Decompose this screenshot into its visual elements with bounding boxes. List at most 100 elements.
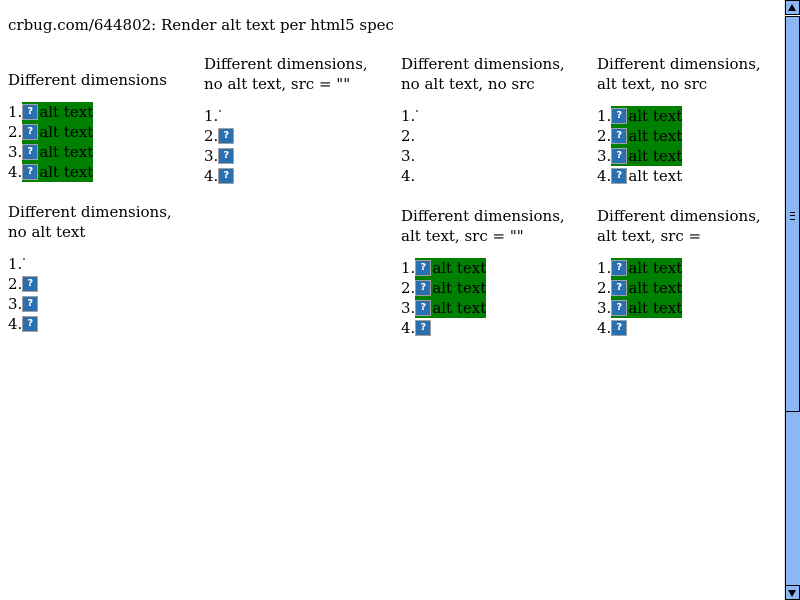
list-item-number: 2.	[8, 275, 23, 293]
list-item-number: 3.	[204, 147, 219, 165]
list-item-number: 1.	[597, 259, 612, 277]
list-item: 2.? alt text	[597, 126, 783, 146]
image-alt-box: ? alt text	[22, 122, 94, 142]
list-item: 3.? alt text	[8, 142, 194, 162]
alt-text: alt text	[432, 299, 487, 317]
section-title: Different dimensions	[8, 71, 167, 89]
list-item-number: 1.	[597, 107, 612, 125]
image-list: 1.? alt text 2.? alt text 3.? alt text 4.?	[401, 258, 587, 338]
vertical-scrollbar[interactable]	[784, 0, 800, 600]
list-item-number: 1.	[8, 255, 23, 273]
image-alt-box: ? alt text	[22, 142, 94, 162]
alt-text: alt text	[628, 147, 683, 165]
section-title: Different dimensions, alt text, no src	[597, 55, 761, 93]
image-alt-box: ? alt text	[415, 298, 487, 318]
image-alt-box: ? alt text	[22, 102, 94, 122]
list-item-number: 1.	[204, 107, 219, 125]
list-item-number: 4.	[204, 167, 219, 185]
alt-text: alt text	[628, 259, 683, 277]
alt-text: alt text	[39, 143, 94, 161]
broken-image-icon: ?	[611, 280, 628, 296]
broken-image-icon: ?	[22, 144, 39, 160]
alt-text: alt text	[628, 127, 683, 145]
image-list: 1.? alt text 2.? alt text 3.? alt text 4.? alt …	[8, 102, 194, 182]
broken-image-icon: ?	[218, 128, 235, 144]
list-item: 3.? alt text	[597, 298, 783, 318]
list-item-number: 4.	[401, 319, 416, 337]
list-item: 3.? alt text	[401, 298, 587, 318]
broken-image-icon: ?	[218, 168, 235, 184]
list-item-number: 1.	[401, 259, 416, 277]
list-item-number: 2.	[204, 127, 219, 145]
section-alt-src-blank: Different dimensions, alt text, src = 1.…	[597, 206, 783, 338]
empty-image	[23, 258, 26, 260]
alt-text: alt text	[628, 107, 683, 125]
list-item: 1.	[401, 106, 587, 126]
list-item-number: 4.	[401, 167, 416, 185]
section-title: Different dimensions, alt text, src = ""	[401, 207, 565, 245]
list-item-number: 3.	[401, 147, 416, 165]
alt-text: alt text	[39, 123, 94, 141]
list-item-number: 4.	[8, 315, 23, 333]
list-item: 2.? alt text	[8, 122, 194, 142]
image-list: 1. 2.? 3.? 4.?	[8, 254, 194, 334]
list-item: 1.? alt text	[597, 106, 783, 126]
section-title: Different dimensions, no alt text, no sr…	[401, 55, 565, 93]
list-item-number: 3.	[8, 143, 23, 161]
list-item-number: 2.	[8, 123, 23, 141]
list-item: 4.? alt text	[8, 162, 194, 182]
broken-image-icon: ?	[611, 108, 628, 124]
list-item: 4.	[401, 166, 587, 186]
list-item: 4.?	[401, 318, 587, 338]
list-item: 1.? alt text	[8, 102, 194, 122]
list-item: 1.? alt text	[401, 258, 587, 278]
scrollbar-thumb[interactable]	[785, 16, 800, 412]
list-item: 3.	[401, 146, 587, 166]
list-item: 4.? alt text	[597, 166, 783, 186]
list-item-number: 1.	[8, 103, 23, 121]
broken-image-icon: ?	[22, 296, 39, 312]
section-different-dimensions-no-alt: Different dimensions, no alt text 1. 2.? 3…	[8, 202, 194, 334]
arrow-down-icon	[788, 590, 796, 597]
section-no-alt-src-empty: Different dimensions, no alt text, src =…	[204, 54, 390, 186]
broken-image-icon: ?	[611, 148, 628, 164]
list-item-number: 3.	[401, 299, 416, 317]
broken-image-icon: ?	[415, 320, 432, 336]
image-alt-box: ? alt text	[611, 258, 683, 278]
image-alt-box: ? alt text	[611, 106, 683, 126]
section-no-alt-no-src: Different dimensions, no alt text, no sr…	[401, 54, 587, 186]
list-item: 2.? alt text	[401, 278, 587, 298]
scroll-up-button[interactable]	[785, 0, 800, 15]
broken-image-icon: ?	[611, 168, 628, 184]
list-item: 3.? alt text	[597, 146, 783, 166]
list-item-number: 3.	[597, 147, 612, 165]
list-item-number: 2.	[401, 127, 416, 145]
section-alt-src-empty: Different dimensions, alt text, src = ""…	[401, 206, 587, 338]
section-alt-no-src: Different dimensions, alt text, no src 1…	[597, 54, 783, 186]
broken-image-icon: ?	[415, 260, 432, 276]
broken-image-icon: ?	[22, 164, 39, 180]
section-different-dimensions: Different dimensions 1.? alt text 2.? alt t…	[8, 70, 194, 182]
broken-image-icon: ?	[415, 280, 432, 296]
section-title: Different dimensions, alt text, src =	[597, 207, 761, 245]
list-item: 4.?	[597, 318, 783, 338]
list-item: 4.?	[204, 166, 390, 186]
list-item-number: 4.	[597, 167, 612, 185]
page-title: crbug.com/644802: Render alt text per ht…	[8, 16, 394, 34]
broken-image-icon: ?	[415, 300, 432, 316]
image-alt-box: ? alt text	[611, 298, 683, 318]
image-box: ?	[22, 274, 39, 294]
image-list: 1.? alt text 2.? alt text 3.? alt text 4.?	[597, 258, 783, 338]
alt-text: alt text	[432, 259, 487, 277]
alt-text: alt text	[432, 279, 487, 297]
grip-icon	[790, 212, 795, 220]
list-item-number: 2.	[597, 127, 612, 145]
scroll-down-button[interactable]	[785, 585, 800, 600]
scrollbar-track-lower[interactable]	[785, 412, 800, 585]
list-item: 2.	[401, 126, 587, 146]
image-box: ?	[218, 146, 235, 166]
broken-image-icon: ?	[611, 260, 628, 276]
alt-text: alt text	[628, 167, 683, 185]
arrow-up-icon	[788, 4, 796, 11]
